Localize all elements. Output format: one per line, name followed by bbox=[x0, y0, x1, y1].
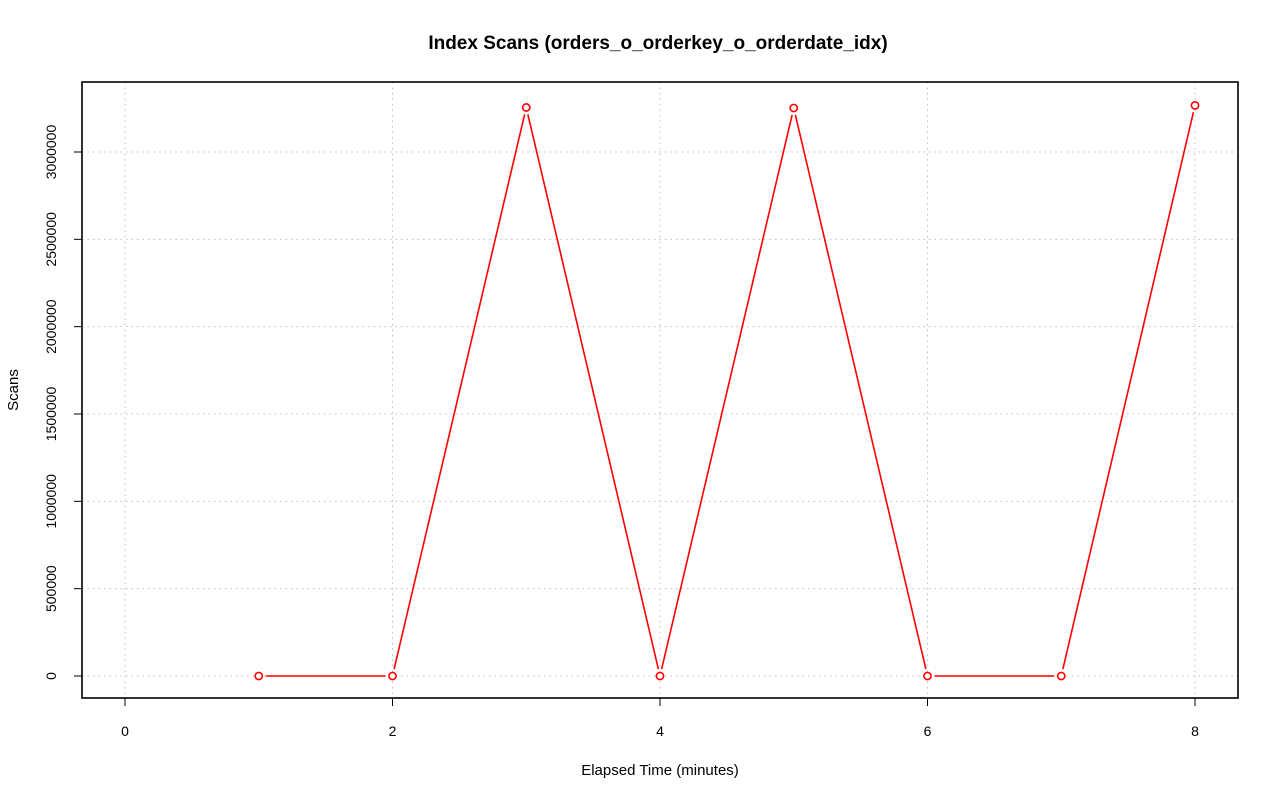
data-point bbox=[521, 103, 531, 112]
y-tick-label: 1000000 bbox=[43, 474, 59, 529]
data-point bbox=[655, 671, 665, 681]
series-layer bbox=[254, 100, 1200, 681]
x-axis: 0 2 4 6 8 bbox=[121, 698, 1199, 739]
chart-title: Index Scans (orders_o_orderkey_o_orderda… bbox=[428, 33, 887, 54]
x-tick-label: 8 bbox=[1191, 723, 1199, 739]
data-point bbox=[1190, 100, 1200, 110]
x-tick-label: 2 bbox=[389, 723, 397, 739]
data-point bbox=[1056, 671, 1066, 681]
data-point bbox=[789, 103, 799, 113]
data-point bbox=[254, 671, 264, 681]
y-tick-label: 0 bbox=[43, 672, 59, 680]
y-tick-label: 2500000 bbox=[43, 212, 59, 267]
y-tick-label: 3000000 bbox=[43, 125, 59, 180]
y-tick-label: 2000000 bbox=[43, 299, 59, 354]
series-segment bbox=[794, 114, 927, 670]
x-tick-label: 0 bbox=[121, 723, 129, 739]
series-segment bbox=[1062, 111, 1195, 670]
x-axis-label: Elapsed Time (minutes) bbox=[581, 762, 739, 779]
x-tick-label: 4 bbox=[656, 723, 664, 739]
data-point bbox=[388, 671, 397, 681]
series-segment bbox=[527, 114, 660, 670]
data-point bbox=[923, 671, 932, 681]
series-segment bbox=[660, 114, 793, 670]
x-tick-label: 6 bbox=[924, 723, 932, 739]
grid bbox=[82, 82, 1238, 698]
y-axis-label: Scans bbox=[5, 369, 22, 411]
series-segment bbox=[393, 114, 526, 670]
y-tick-label: 1500000 bbox=[43, 387, 59, 442]
y-axis: 0 500000 1000000 1500000 2000000 2500000 30000… bbox=[43, 125, 82, 680]
y-tick-label: 500000 bbox=[43, 565, 59, 612]
